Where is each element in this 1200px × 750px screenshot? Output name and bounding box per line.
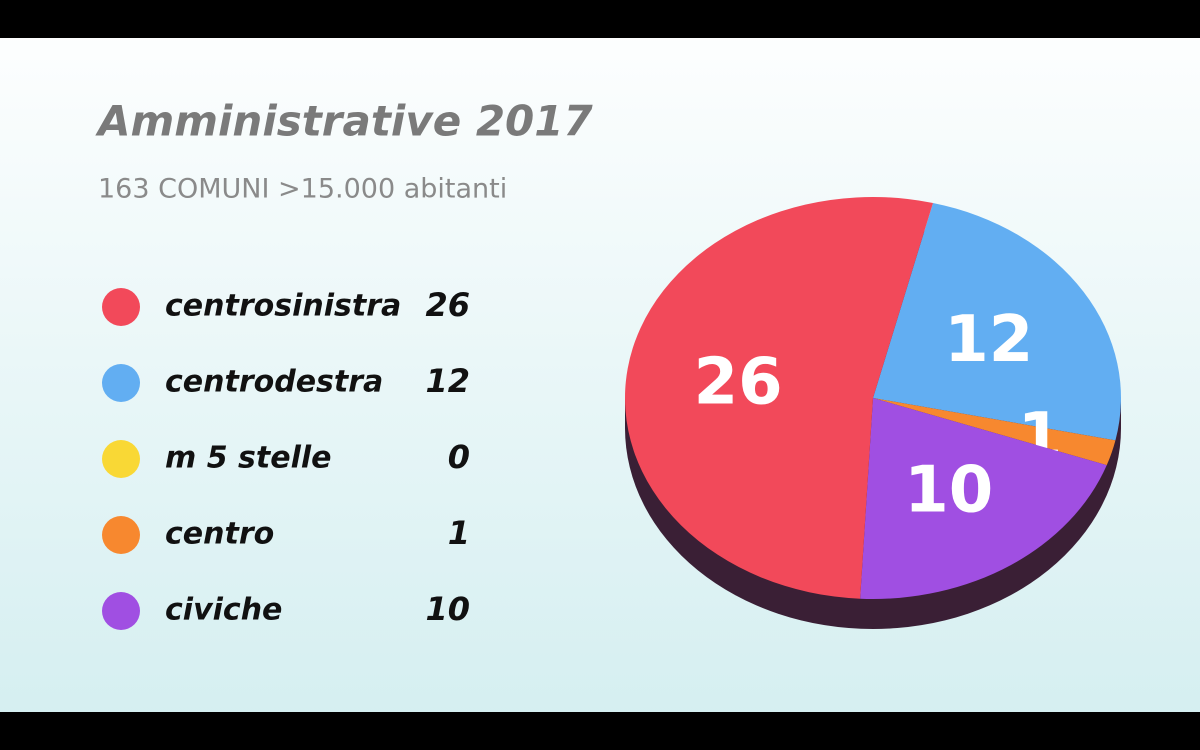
legend-swatch (102, 592, 140, 630)
pie-slice (873, 398, 1116, 466)
slice-label: 10 (904, 453, 993, 527)
legend-swatch (102, 288, 140, 326)
slice-label: 12 (944, 303, 1033, 377)
legend-label: m 5 stelle (165, 441, 331, 476)
chart-title: Amministrative 2017 (95, 97, 593, 146)
legend-label: centrosinistra (165, 289, 401, 324)
legend-value: 10 (425, 590, 470, 628)
legend-swatch (102, 440, 140, 478)
pie-slice (624, 197, 933, 599)
legend-swatch (102, 364, 140, 402)
legend: centrosinistra 26 centrodestra 12 m 5 stelle… (102, 286, 470, 630)
legend-value: 1 (448, 514, 470, 552)
legend-swatch (102, 516, 140, 554)
legend-value: 26 (425, 286, 470, 324)
legend-value: 12 (425, 362, 470, 400)
pie-slice (860, 398, 1107, 600)
legend-label: civiche (165, 593, 282, 628)
chart-subtitle: 163 COMUNI >15.000 abitanti (98, 174, 507, 205)
bottom-bar (0, 712, 1200, 750)
legend-label: centro (165, 517, 274, 552)
slice-label: 26 (694, 345, 783, 419)
legend-label: centrodestra (165, 365, 383, 400)
pie-slice (873, 202, 1121, 441)
legend-value: 0 (448, 438, 470, 476)
top-bar (0, 0, 1200, 38)
